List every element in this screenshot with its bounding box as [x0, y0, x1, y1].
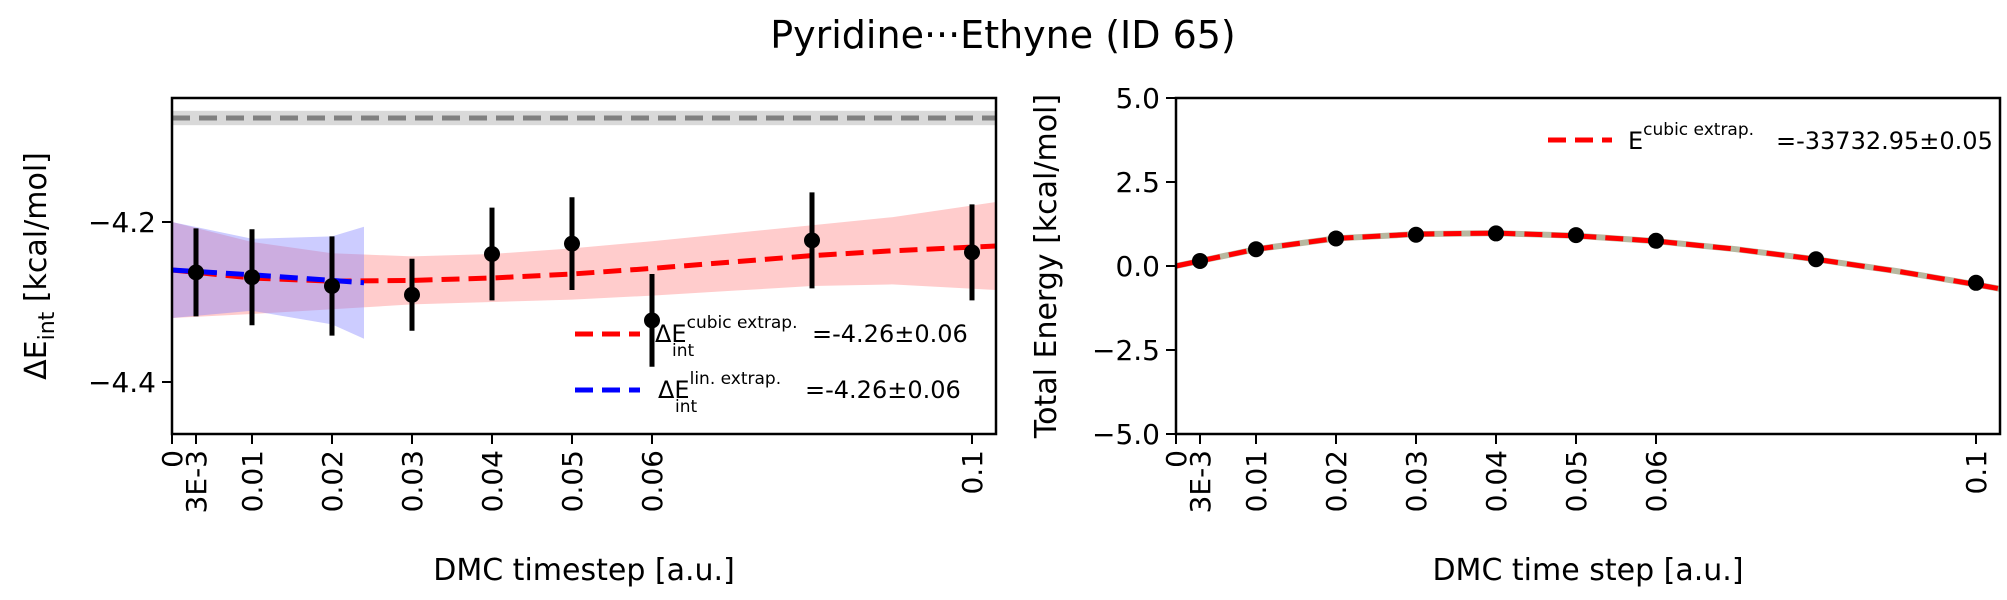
left-tick-marks: 03E-3 0.01 0.02 0.03 0.04 0.05 0.06 0.1 −4.2 −4.4: [88, 206, 989, 513]
right-y-tick-label: −2.5: [1092, 334, 1160, 367]
left-x-tick-label: 0.03: [396, 450, 429, 512]
data-point: [484, 246, 500, 262]
left-x-tick-label: 0: [156, 450, 189, 468]
right-x-tick-label: 3E-3: [1184, 450, 1217, 513]
data-point: [964, 244, 980, 261]
data-point: [1248, 241, 1264, 258]
left-y-axis-label: ΔEint [kcal/mol]: [19, 152, 60, 380]
left-y-tick-label: −4.4: [88, 366, 156, 399]
data-point: [1408, 226, 1424, 243]
right-y-tick-label: 2.5: [1115, 166, 1160, 199]
legend-lin-value: =-4.26±0.06: [805, 376, 961, 404]
left-x-tick-label: 0.04: [476, 450, 509, 512]
right-y-tick-label: −5.0: [1092, 418, 1160, 451]
data-point: [564, 235, 580, 252]
right-panel: 03E-3 0.01 0.02 0.03 0.04 0.05 0.06 0.1 5.0 2.5 0.…: [1029, 82, 2002, 588]
right-y-tick-label: 0.0: [1115, 250, 1160, 283]
data-point: [404, 286, 420, 303]
legend-total-cubic-value: =-33732.95±0.05: [1776, 127, 1993, 155]
left-confidence-bands: [172, 202, 996, 339]
right-x-tick-label: 0: [1160, 450, 1193, 468]
left-x-tick-label: 0.02: [316, 450, 349, 512]
left-x-tick-label: 0.05: [556, 450, 589, 512]
left-y-tick-label: −4.2: [88, 206, 156, 239]
data-point: [1568, 227, 1584, 244]
figure-title: Pyridine···Ethyne (ID 65): [770, 13, 1236, 57]
left-x-axis-label: DMC timestep [a.u.]: [433, 553, 735, 588]
legend-total-cubic-label: Ecubic extrap.: [1628, 120, 1754, 155]
data-point: [1808, 251, 1824, 268]
right-x-axis-label: DMC time step [a.u.]: [1432, 553, 1743, 588]
left-fit-lines: [171, 243, 997, 286]
right-x-tick-label: 0.03: [1400, 450, 1433, 512]
right-x-tick-label: 0.02: [1320, 450, 1353, 512]
right-data-points: [1192, 225, 1984, 291]
data-point: [1968, 274, 1984, 291]
fit-line-cubic: [1175, 230, 2001, 292]
right-legend: Ecubic extrap. =-33732.95±0.05: [1548, 120, 1993, 155]
data-point: [1192, 252, 1208, 269]
data-point: [804, 232, 820, 249]
left-x-tick-label: 0.1: [956, 450, 989, 495]
left-data-points: [188, 192, 980, 367]
confidence-band-cubic: [172, 202, 996, 318]
left-panel: 03E-3 0.01 0.02 0.03 0.04 0.05 0.06 0.1 −4.2 −4.4…: [19, 96, 998, 588]
data-point: [1488, 225, 1504, 242]
data-point: [324, 278, 340, 294]
fit-line-linear: [171, 267, 365, 286]
right-x-tick-label: 0.01: [1240, 450, 1273, 512]
right-y-axis-label: Total Energy [kcal/mol]: [1029, 94, 1064, 439]
right-x-tick-label: 0.1: [1960, 450, 1993, 495]
left-x-tick-label: 3E-3: [180, 450, 213, 513]
left-x-tick-label: 0.06: [636, 450, 669, 512]
data-point: [644, 312, 660, 329]
left-legend: ΔEcubic extrap. int =-4.26±0.06 ΔElin. ex…: [575, 313, 968, 417]
data-point: [1648, 232, 1664, 249]
data-point: [244, 269, 260, 286]
data-point: [1328, 230, 1344, 247]
legend-cubic-value: =-4.26±0.06: [812, 320, 968, 348]
data-point: [188, 264, 204, 281]
right-tick-marks: 03E-3 0.01 0.02 0.03 0.04 0.05 0.06 0.1 5.0 2.5 0.…: [1092, 82, 1993, 513]
legend-lin-label: ΔElin. extrap. int: [658, 369, 781, 417]
left-plot-frame: [170, 96, 998, 436]
legend-cubic-label: ΔEcubic extrap. int: [655, 313, 797, 361]
right-x-tick-label: 0.05: [1560, 450, 1593, 512]
right-x-tick-label: 0.06: [1640, 450, 1673, 512]
right-x-tick-label: 0.04: [1480, 450, 1513, 512]
right-y-tick-label: 5.0: [1115, 82, 1160, 115]
left-x-tick-label: 0.01: [236, 450, 269, 512]
left-reference-line: [172, 110, 996, 126]
right-fit-lines: [1175, 230, 2001, 292]
